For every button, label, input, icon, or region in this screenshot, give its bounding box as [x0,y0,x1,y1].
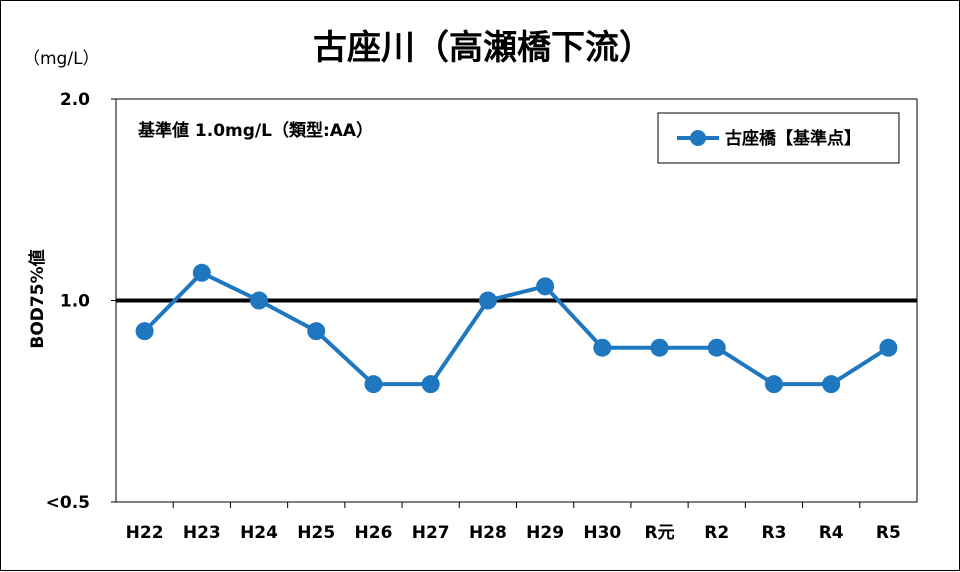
x-tick-label: H23 [183,523,221,543]
x-tick-label: H26 [355,523,393,543]
x-tick-label: R2 [704,523,729,543]
data-point [707,338,726,357]
x-tick-label: R3 [762,523,787,543]
data-point [421,375,440,394]
series-layer [135,263,898,394]
x-tick-label: H27 [412,523,450,543]
unit-label: （mg/L） [23,49,100,69]
data-point [364,375,383,394]
data-point [879,338,898,357]
x-tick-label: H25 [297,523,335,543]
series-line [143,270,890,387]
data-point [307,322,326,341]
legend-series-label: 古座橋【基準点】 [725,128,861,149]
data-point [478,291,497,310]
data-point [764,375,783,394]
standard-annotation: 基準値 1.0mg/L（類型:AA） [137,120,373,141]
chart-title: 古座川（高瀬橋下流） [313,28,653,68]
y-tick-label: 1.0 [60,292,90,312]
x-tick-label: R元 [644,523,674,543]
data-point [192,263,211,282]
x-tick-label: H30 [583,523,621,543]
data-point [135,322,154,341]
data-point [822,375,841,394]
data-point [250,291,269,310]
y-tick-label: 2.0 [60,90,90,110]
x-tick-label: R4 [819,523,844,543]
y-tick-label: <0.5 [46,493,90,513]
data-point [650,338,669,357]
x-tick-label: R5 [876,523,901,543]
x-tick-label: H28 [469,523,507,543]
x-axis-ticks: H22 H23 H24 H25 H26 H27 H28 H29 H30 R元 R2 R3 R4 R5 [126,502,901,543]
x-tick-label: H29 [526,523,564,543]
y-axis-ticks: 2.0 1.0 <0.5 [46,90,116,513]
y-axis-label: BOD75%値 [27,249,48,348]
x-tick-label: H22 [126,523,164,543]
data-point [593,338,612,357]
legend: 古座橋【基準点】 [657,112,900,164]
legend-marker-swatch [690,130,706,146]
x-tick-label: H24 [240,523,278,543]
data-point [536,277,555,296]
